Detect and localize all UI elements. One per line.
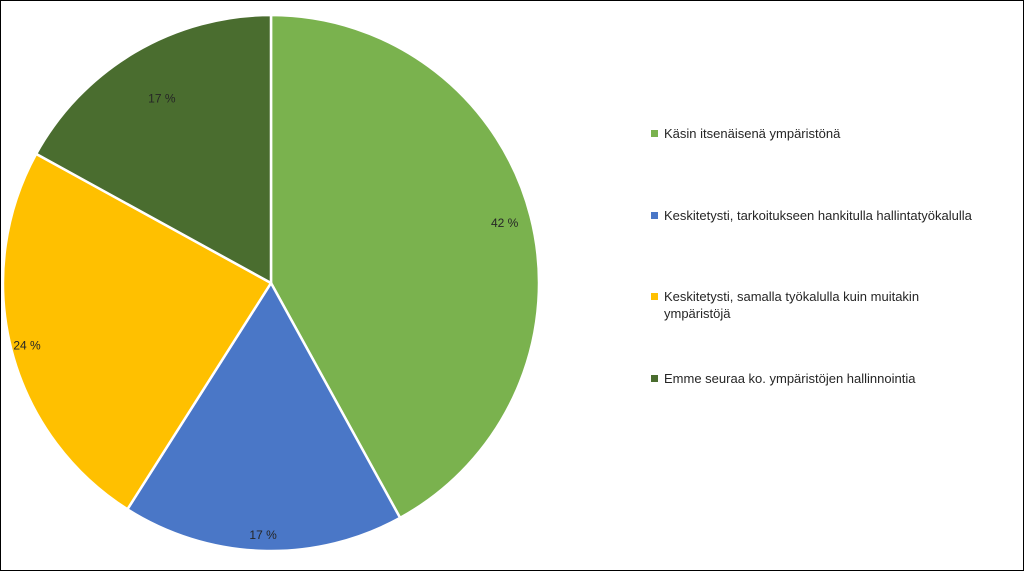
legend-swatch-2 bbox=[651, 293, 658, 300]
pie-data-label-3: 17 % bbox=[148, 91, 176, 105]
legend-item-2: Keskitetysti, samalla työkalulla kuin mu… bbox=[651, 288, 1011, 322]
legend-label-1: Keskitetysti, tarkoitukseen hankitulla h… bbox=[664, 208, 972, 223]
pie-slice-3 bbox=[34, 13, 273, 285]
pie-slice-0 bbox=[269, 13, 541, 520]
legend-item-3: Emme seuraa ko. ympäristöjen hallinnoint… bbox=[651, 370, 1011, 387]
pie-data-label-1: 17 % bbox=[249, 528, 277, 542]
pie-data-label-0: 42 % bbox=[491, 216, 519, 230]
legend-swatch-3 bbox=[651, 375, 658, 382]
legend-label-0: Käsin itsenäisenä ympäristönä bbox=[664, 126, 841, 141]
legend-label-3: Emme seuraa ko. ympäristöjen hallinnoint… bbox=[664, 371, 916, 386]
pie-data-label-2: 24 % bbox=[13, 339, 41, 353]
pie-slice-1 bbox=[126, 281, 402, 553]
legend-label-2: Keskitetysti, samalla työkalulla kuin mu… bbox=[664, 289, 920, 321]
legend-swatch-0 bbox=[651, 130, 658, 137]
legend-item-1: Keskitetysti, tarkoitukseen hankitulla h… bbox=[651, 207, 1011, 224]
pie-slice-2 bbox=[1, 152, 273, 511]
legend-swatch-1 bbox=[651, 212, 658, 219]
legend-item-0: Käsin itsenäisenä ympäristönä bbox=[651, 125, 1011, 142]
